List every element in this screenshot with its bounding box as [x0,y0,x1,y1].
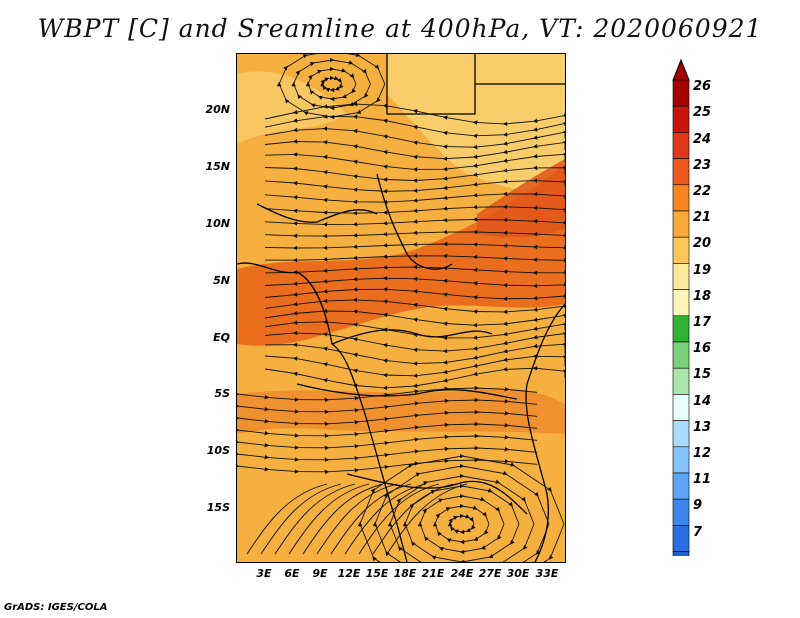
colorbar-label: 19 [693,262,712,278]
colorbar-segment [672,551,690,556]
streamline [260,483,342,555]
streamline [386,483,468,555]
colorbar-label: 25 [693,105,712,121]
country-borders [237,54,565,562]
colorbar-segment [672,315,690,343]
lon-label: 9E [312,567,328,580]
streamline [302,483,384,555]
colorbar-label: 24 [693,131,712,147]
lon-label: 21E [421,567,445,580]
streamline [288,483,370,555]
streamline [264,366,565,391]
streamline [264,253,565,263]
colorbar [672,58,690,556]
colorbar-label: 12 [693,446,712,461]
grads-credit: GrADS: IGES/COLA [4,602,108,613]
lat-label: 5S [214,387,230,400]
colorbar-label: 18 [693,288,712,304]
streamline [264,264,565,276]
lat-label: EQ [213,331,230,344]
streamline [264,191,565,205]
lon-label: 12E [337,567,361,580]
lon-label: 15E [365,567,389,580]
colorbar-segment [672,158,690,186]
lon-label: 33E [535,567,559,580]
colorbar-segment [672,420,690,448]
lon-label: 24E [450,567,474,580]
streamline [264,217,565,227]
colorbar-segment [672,525,690,552]
lat-label: 20N [205,103,230,116]
colorbar-segment [672,236,690,264]
colorbar-label: 7 [693,524,703,540]
colorbar-label: 16 [693,341,712,357]
colorbar-over-arrow [672,58,690,81]
lat-label: 15S [206,501,230,514]
colorbar-segment [672,341,690,369]
lat-label: 15N [205,160,230,173]
lon-label: 27E [478,567,502,580]
colorbar-segment [672,367,690,395]
streamline [264,229,565,239]
lon-label: 30E [506,567,530,580]
lon-label: 6E [284,567,300,580]
colorbar-label: 23 [693,157,712,173]
colorbar-segment [672,289,690,317]
streamline [316,483,398,555]
streamline [264,204,565,216]
colorbar-label: 14 [693,393,712,409]
lon-label: 3E [256,567,272,580]
streamlines [237,54,565,562]
lat-label: 10N [205,217,230,230]
lat-label: 10S [206,444,230,457]
colorbar-segment [672,210,690,238]
colorbar-segment [672,472,690,500]
colorbar-label: 13 [693,419,712,435]
chart-title: WBPT [C] and Sreamline at 400hPa, VT: 20… [37,14,763,43]
colorbar-label: 22 [693,184,712,199]
colorbar-label: 20 [693,236,712,252]
colorbar-label: 11 [693,472,712,488]
colorbar-label: 17 [693,315,712,330]
streamline [264,241,565,251]
colorbar-segment [672,394,690,421]
colorbar-label: 26 [693,79,712,95]
colorbar-segment [672,263,690,290]
colorbar-segment [672,132,690,159]
streamline [330,483,412,555]
streamline [357,453,565,562]
streamline [264,275,565,289]
colorbar-segment [672,446,690,474]
streamline [246,483,328,555]
colorbar-segment [672,498,690,526]
colorbar-label: 9 [693,498,703,514]
lat-label: 5N [213,274,230,287]
map-canvas [237,54,565,562]
colorbar-label: 15 [693,367,712,383]
streamline [274,483,356,555]
streamline [264,178,565,194]
streamline [276,54,386,120]
lon-label: 18E [393,567,417,580]
colorbar-segment [672,79,690,107]
colorbar-segment [672,105,690,133]
map-panel [236,53,566,563]
colorbar-segment [672,184,690,212]
colorbar-label: 21 [693,210,712,226]
